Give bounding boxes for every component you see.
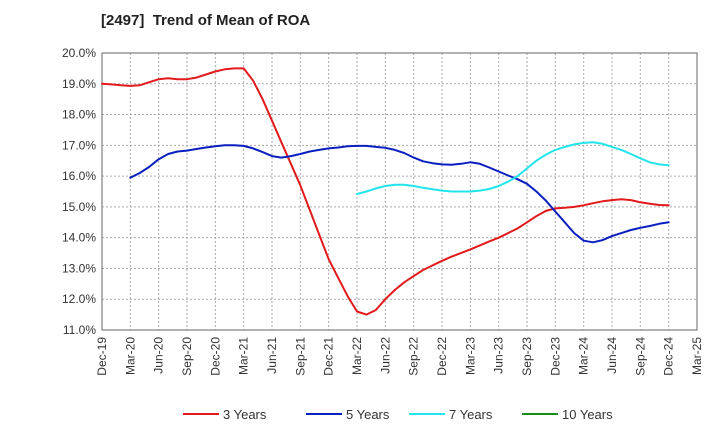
x-tick-label: Jun-21 (265, 337, 279, 374)
x-tick-label: Dec-21 (322, 337, 336, 376)
legend-label: 7 Years (449, 407, 493, 422)
y-axis: 11.0% 12.0% 13.0% 14.0% 15.0% 16.0% 17.0% 18.0%… (62, 46, 96, 337)
series-line-5-years (129, 144, 670, 244)
x-tick-label: Mar-22 (350, 337, 364, 375)
y-tick-label: 15.0% (62, 200, 96, 214)
chart-title: [2497] Trend of Mean of ROA (101, 12, 311, 29)
x-tick-label: Dec-23 (548, 337, 562, 376)
x-tick-label: Jun-24 (605, 337, 619, 374)
grid-layer (101, 52, 698, 331)
x-tick-label: Mar-25 (690, 337, 704, 375)
x-tick-label: Sep-23 (520, 337, 534, 376)
x-axis: Dec-19 Mar-20 Jun-20 Sep-20 Dec-20 Mar-21 Jun-… (95, 337, 704, 376)
series-line-7-years (356, 141, 670, 195)
legend-label: 3 Years (223, 407, 267, 422)
y-tick-label: 11.0% (63, 323, 96, 337)
legend: 3 Years 5 Years 7 Years 10 Years (183, 407, 613, 422)
y-tick-label: 13.0% (62, 261, 96, 275)
x-tick-label: Sep-24 (633, 337, 647, 376)
legend-label: 10 Years (562, 407, 613, 422)
x-tick-label: Jun-22 (378, 337, 392, 374)
x-tick-label: Mar-23 (463, 337, 477, 375)
series-line-3-years (101, 67, 670, 316)
x-tick-label: Dec-20 (208, 337, 222, 376)
y-tick-label: 19.0% (62, 77, 96, 91)
y-tick-label: 12.0% (62, 292, 96, 306)
x-tick-label: Sep-21 (293, 337, 307, 376)
legend-label: 5 Years (346, 407, 390, 422)
x-tick-label: Mar-21 (237, 337, 251, 375)
x-tick-label: Dec-19 (95, 337, 109, 376)
plot-area (101, 52, 698, 331)
x-tick-label: Dec-22 (435, 337, 449, 376)
x-tick-label: Sep-22 (407, 337, 421, 376)
x-tick-label: Mar-24 (577, 337, 591, 375)
x-tick-label: Jun-23 (492, 337, 506, 374)
y-tick-label: 18.0% (62, 108, 96, 122)
y-tick-label: 17.0% (62, 138, 96, 152)
x-tick-label: Sep-20 (180, 337, 194, 376)
y-tick-label: 16.0% (62, 169, 96, 183)
x-tick-label: Jun-20 (152, 337, 166, 374)
y-tick-label: 14.0% (62, 231, 96, 245)
y-tick-label: 20.0% (62, 46, 96, 60)
x-tick-label: Dec-24 (662, 337, 676, 376)
series-layer (101, 67, 670, 316)
x-tick-label: Mar-20 (123, 337, 137, 375)
